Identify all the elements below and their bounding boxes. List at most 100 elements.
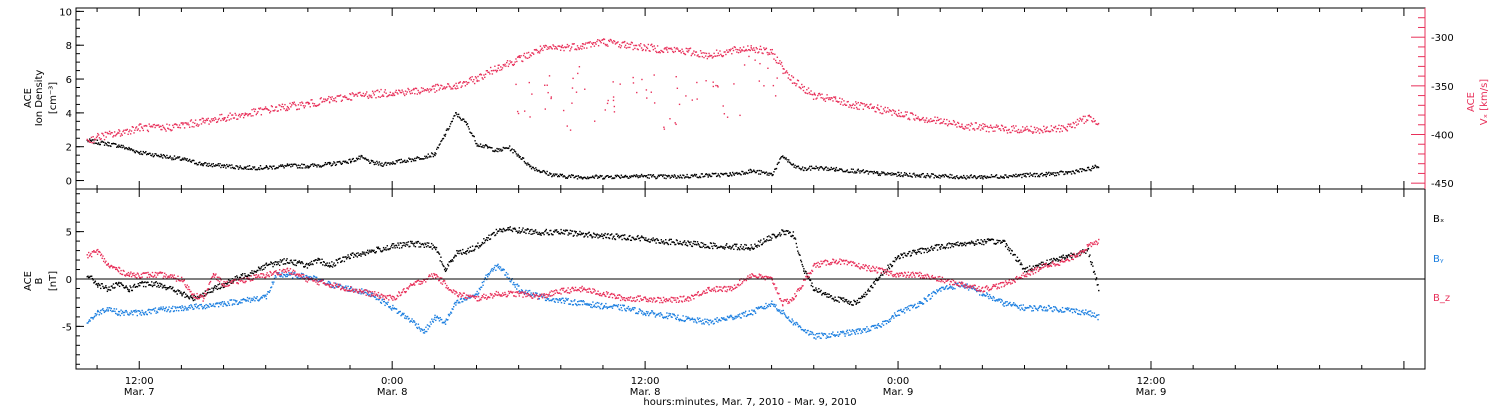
- velocity-point: [919, 118, 921, 121]
- bx-point: [720, 245, 723, 248]
- by-point: [378, 298, 380, 301]
- by-point: [611, 305, 613, 308]
- by-point: [244, 299, 247, 301]
- bx-point: [560, 231, 563, 234]
- bx-point: [641, 236, 644, 238]
- by-point: [473, 294, 475, 297]
- bx-point: [939, 248, 942, 250]
- by-point: [476, 293, 478, 295]
- velocity-point: [441, 88, 444, 90]
- density-tick-label: 4: [66, 109, 72, 120]
- bx-point: [133, 283, 136, 286]
- density-point: [434, 152, 436, 154]
- velocity-point: [1004, 126, 1006, 129]
- velocity-point: [1097, 123, 1099, 126]
- velocity-point: [873, 106, 875, 108]
- by-point: [229, 299, 231, 301]
- by-point: [312, 277, 314, 279]
- by-point: [516, 283, 519, 285]
- velocity-point: [329, 96, 332, 99]
- by-point: [329, 282, 332, 284]
- bx-point: [1050, 262, 1052, 264]
- density-point: [1085, 169, 1087, 172]
- density-point: [1080, 168, 1082, 170]
- bx-point: [1000, 241, 1003, 243]
- bx-point: [984, 240, 986, 243]
- density-point: [380, 164, 382, 167]
- by-point: [214, 305, 216, 308]
- density-point: [667, 174, 670, 177]
- velocity-point: [669, 48, 671, 50]
- bx-point: [1082, 249, 1084, 251]
- velocity-point: [436, 90, 438, 92]
- density-point: [780, 156, 783, 158]
- bx-point: [475, 245, 477, 247]
- velocity-point: [626, 42, 628, 44]
- bx-point: [549, 229, 551, 232]
- bx-point: [983, 243, 985, 246]
- bx-point: [758, 245, 761, 247]
- bx-point: [1005, 242, 1008, 245]
- velocity-point: [549, 45, 552, 48]
- velocity-point: [389, 91, 392, 94]
- by-point: [641, 310, 644, 312]
- velocity-point: [774, 53, 776, 55]
- density-point: [898, 173, 901, 176]
- by-point: [492, 270, 494, 272]
- density-point: [512, 152, 514, 154]
- bx-point: [968, 241, 971, 244]
- density-point: [859, 172, 861, 174]
- velocity-point: [720, 53, 722, 56]
- density-point: [210, 163, 213, 165]
- bx-point: [768, 239, 771, 241]
- velocity-point: [753, 47, 755, 49]
- by-point: [409, 320, 412, 322]
- bx-point: [908, 251, 910, 253]
- by-point: [135, 309, 137, 311]
- bx-point: [148, 284, 150, 286]
- velocity-point: [531, 93, 533, 95]
- bx-point: [344, 256, 346, 258]
- velocity-point: [89, 141, 92, 143]
- bx-point: [635, 238, 638, 240]
- density-point: [713, 172, 715, 175]
- velocity-point: [455, 88, 457, 90]
- velocity-point: [518, 56, 521, 59]
- bx-point: [979, 242, 982, 245]
- density-point: [416, 156, 419, 158]
- density-point: [622, 176, 624, 178]
- bx-point: [161, 283, 163, 286]
- density-point: [823, 167, 826, 170]
- bx-point: [903, 252, 906, 254]
- by-point: [163, 307, 165, 310]
- velocity-point: [456, 85, 458, 87]
- velocity-point: [548, 47, 550, 50]
- velocity-point: [222, 119, 225, 121]
- velocity-point: [183, 127, 186, 129]
- density-point: [687, 176, 689, 178]
- by-point: [575, 303, 577, 306]
- density-point: [832, 168, 834, 170]
- density-point: [500, 148, 502, 151]
- bx-point: [399, 242, 401, 244]
- velocity-point: [772, 53, 774, 55]
- by-point: [504, 274, 506, 276]
- by-point: [359, 291, 362, 293]
- bx-point: [726, 246, 729, 248]
- density-point: [782, 155, 784, 157]
- by-point: [565, 299, 568, 301]
- bx-point: [351, 252, 353, 254]
- velocity-point: [939, 122, 941, 125]
- bx-point: [118, 281, 120, 284]
- bx-point: [324, 264, 326, 267]
- velocity-point: [840, 101, 843, 103]
- bx-point: [607, 233, 609, 235]
- velocity-point: [976, 128, 978, 130]
- bx-point: [166, 287, 168, 289]
- bx-point: [126, 286, 128, 289]
- velocity-point: [753, 49, 756, 51]
- velocity-point: [502, 64, 505, 66]
- velocity-point: [812, 98, 815, 100]
- by-point: [207, 305, 210, 307]
- bx-point: [184, 296, 186, 299]
